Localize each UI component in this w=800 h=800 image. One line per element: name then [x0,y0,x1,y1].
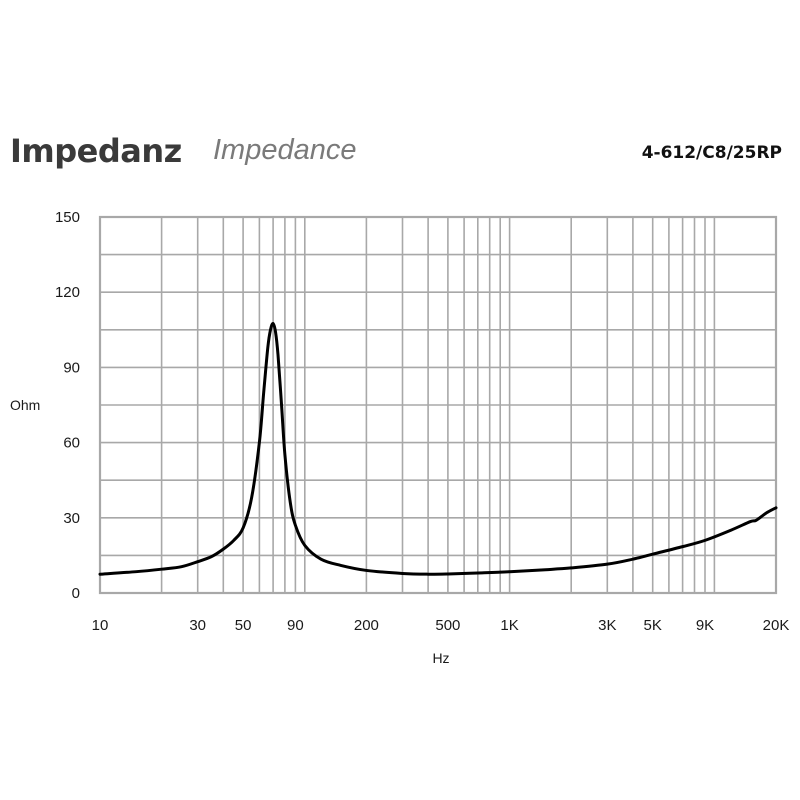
x-axis-label: Hz [432,650,449,666]
y-tick-label: 120 [55,284,80,301]
x-tick-label: 30 [189,617,206,634]
y-tick-label: 90 [63,359,80,376]
x-tick-label: 90 [287,617,304,634]
x-tick-labels: 10 30 50 90 200 500 1K 3K 5K 9K 20K [92,617,790,634]
y-axis-label: Ohm [10,397,40,413]
plot-frame [98,215,778,595]
horizontal-gridlines [100,253,776,557]
chart-header: Impedanz Impedance 4-612/C8/25RP [0,0,800,200]
x-tick-label: 20K [763,617,790,634]
x-tick-label: 1K [500,617,518,634]
y-tick-labels: 0 30 60 90 120 150 [55,209,80,602]
x-tick-label: 5K [644,617,662,634]
chart-subtitle: Impedance [213,134,357,166]
x-tick-label: 500 [435,617,460,634]
model-number: 4-612/C8/25RP [641,143,782,163]
y-tick-label: 150 [55,209,80,226]
x-tick-label: 9K [696,617,714,634]
chart-title: Impedanz [10,132,182,170]
y-tick-label: 30 [63,510,80,527]
x-tick-label: 50 [235,617,252,634]
y-tick-label: 60 [63,435,80,452]
y-tick-label: 0 [72,585,80,602]
impedance-curve [98,322,778,576]
x-tick-label: 200 [354,617,379,634]
x-tick-label: 3K [598,617,616,634]
x-tick-label: 10 [92,617,109,634]
